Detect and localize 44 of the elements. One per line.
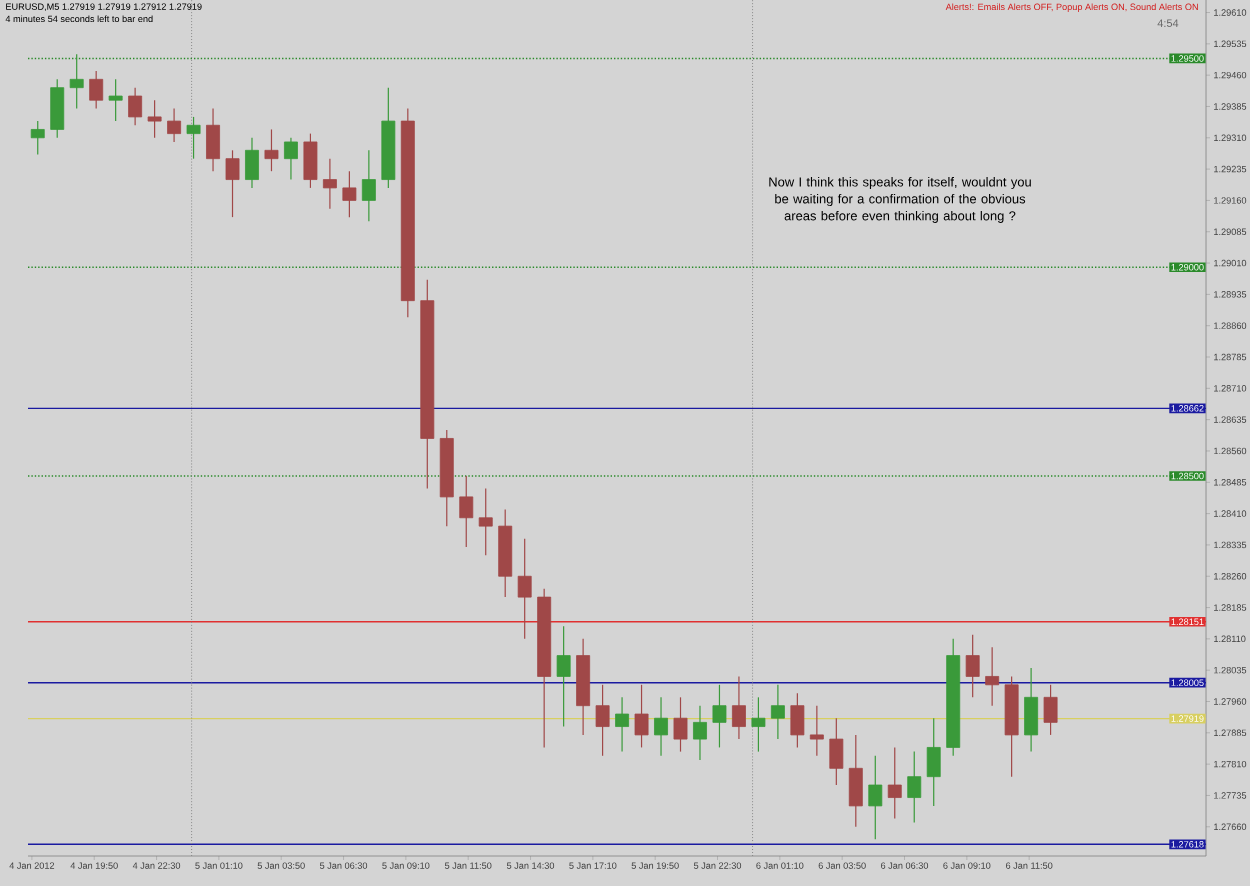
candlestick (712, 684, 727, 749)
candlestick (790, 692, 805, 749)
candlestick (907, 751, 922, 824)
candlestick (69, 53, 84, 110)
candlestick (1024, 667, 1039, 753)
candlestick (245, 137, 259, 189)
candlestick (264, 128, 279, 172)
candlestick (595, 684, 610, 757)
candlestick (751, 696, 766, 753)
candlestick (206, 107, 220, 172)
candlestick (887, 746, 902, 820)
candlestick (30, 120, 45, 156)
candlestick (829, 717, 844, 786)
candlestick (673, 696, 688, 753)
candlestick (809, 705, 824, 757)
candlestick (322, 158, 337, 210)
candlestick (654, 696, 668, 757)
candlestick (556, 625, 571, 728)
candlestick (634, 684, 649, 749)
candlestick (615, 696, 630, 753)
candlestick (128, 87, 143, 126)
candlestick (459, 475, 474, 548)
candlestick (167, 107, 182, 143)
candlestick (770, 684, 785, 740)
candlestick (108, 78, 123, 122)
candlestick (361, 149, 376, 222)
candlestick (342, 170, 357, 218)
candlestick (848, 734, 863, 828)
candlestick (225, 149, 240, 218)
candlestick (985, 646, 1000, 707)
candlestick (284, 137, 298, 181)
candlestick (1043, 684, 1058, 736)
candlestick (732, 675, 746, 740)
candlestick (50, 78, 65, 139)
candlestick (926, 717, 941, 807)
candlestick (868, 755, 883, 840)
candlestick (147, 99, 162, 139)
candlestick (693, 705, 707, 761)
candlestick (186, 116, 201, 160)
candlestick (965, 634, 980, 698)
candlestick (478, 487, 493, 556)
candlestick (303, 133, 318, 189)
candlestick (517, 538, 532, 640)
candlestick (89, 70, 104, 110)
